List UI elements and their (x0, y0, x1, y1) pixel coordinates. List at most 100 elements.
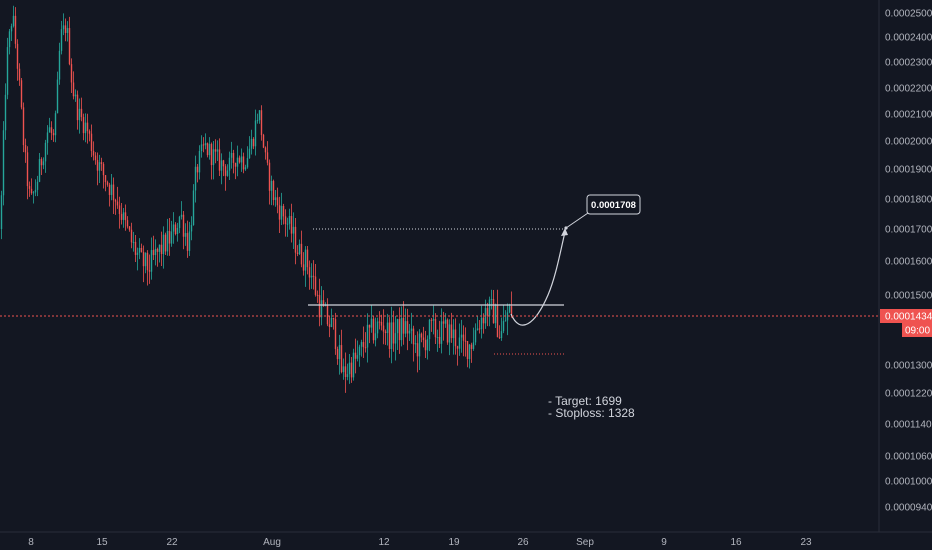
price-tick-label: 0.0001800 (885, 195, 932, 206)
candle-body (338, 345, 341, 360)
time-tick-label: 19 (448, 537, 460, 548)
candle-body (204, 143, 207, 146)
candles-layer (0, 5, 513, 393)
candle-body (104, 175, 107, 183)
candle-body (218, 149, 221, 171)
candle-body (284, 216, 287, 225)
price-tick-label: 0.0001060 (885, 452, 932, 463)
current-price-badge (880, 309, 932, 323)
target-callout-box[interactable] (586, 194, 641, 215)
candle-body (420, 333, 423, 338)
candle-body (404, 321, 407, 334)
candle-body (74, 94, 77, 97)
projection-curve[interactable] (510, 231, 566, 326)
candle-body (68, 28, 71, 65)
candle-body (86, 122, 89, 132)
candle-body (336, 348, 339, 360)
candle-body (510, 306, 513, 315)
candle-body (378, 321, 381, 323)
candle-body (394, 333, 397, 344)
candle-body (196, 166, 199, 173)
candle-body (22, 107, 25, 146)
candle-body (470, 344, 473, 349)
candle-body (344, 366, 347, 377)
candle-body (296, 252, 299, 254)
candle-body (306, 249, 309, 268)
price-tick-label: 0.0002400 (885, 33, 932, 44)
candle-body (182, 214, 185, 237)
price-tick-label: 0.0000940 (885, 503, 932, 514)
candle-body (184, 233, 187, 237)
candle-body (252, 138, 255, 147)
candle-body (288, 216, 291, 224)
price-tick-label: 0.0002000 (885, 137, 932, 148)
price-scale-background[interactable] (879, 0, 932, 550)
candle-body (154, 248, 157, 256)
candle-body (314, 276, 317, 295)
candle-body (370, 318, 373, 328)
candle-body (500, 331, 503, 338)
candle-body (294, 226, 297, 253)
candle-body (66, 28, 69, 33)
candle-body (118, 205, 121, 215)
candle-body (262, 134, 265, 148)
candle-body (408, 330, 411, 334)
candle-body (28, 186, 31, 189)
price-tick-label: 0.0001500 (885, 291, 932, 302)
candle-body (228, 157, 231, 171)
candle-body (442, 321, 445, 324)
candle-body (24, 145, 27, 153)
candle-body (132, 241, 135, 243)
candle-body (318, 295, 321, 318)
candle-body (202, 144, 205, 146)
candle-body (482, 317, 485, 324)
candle-body (112, 184, 115, 201)
candle-body (232, 152, 235, 163)
candle-body (94, 155, 97, 161)
candle-body (84, 122, 87, 134)
candle-body (272, 180, 275, 201)
candle-body (62, 25, 65, 30)
candle-body (496, 304, 499, 338)
candle-body (126, 220, 129, 227)
candle-body (388, 322, 391, 349)
candle-body (144, 252, 147, 267)
candle-body (466, 341, 469, 359)
candle-body (72, 82, 75, 97)
candle-body (492, 298, 495, 324)
candle-body (364, 347, 367, 349)
candle-body (108, 184, 111, 195)
time-tick-label: 8 (28, 537, 34, 548)
candle-body (310, 275, 313, 278)
time-tick-label: 23 (800, 537, 812, 548)
candle-body (6, 47, 9, 95)
candle-body (348, 362, 351, 375)
candle-body (362, 342, 365, 348)
candle-body (216, 149, 219, 152)
candle-body (444, 319, 447, 324)
candle-body (456, 346, 459, 349)
time-tick-label: 26 (517, 537, 529, 548)
candle-body (198, 150, 201, 173)
candle-body (226, 170, 229, 176)
time-scale-background[interactable] (0, 532, 932, 550)
candle-body (54, 113, 57, 136)
candle-body (80, 108, 83, 118)
candle-body (400, 317, 403, 341)
candle-body (214, 149, 217, 152)
candle-body (340, 345, 343, 373)
candle-body (494, 304, 497, 324)
candle-body (224, 166, 227, 176)
candle-body (414, 343, 417, 345)
candle-body (460, 334, 463, 338)
candle-body (106, 182, 109, 185)
candle-body (248, 148, 251, 159)
candle-body (210, 143, 213, 166)
candle-body (12, 15, 15, 27)
candle-body (44, 142, 47, 162)
candle-body (276, 197, 279, 206)
candle-body (208, 143, 211, 156)
candle-body (122, 212, 125, 220)
